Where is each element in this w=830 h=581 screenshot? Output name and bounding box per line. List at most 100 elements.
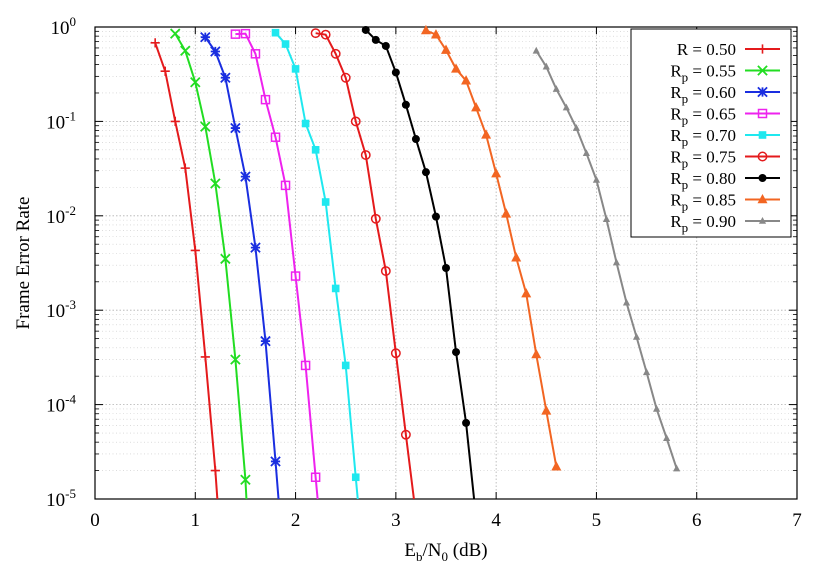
data-point-marker [532,46,540,54]
legend-entry-main: R [670,83,682,102]
legend-entry-value: = 0.70 [688,126,736,145]
data-point-marker [442,263,450,272]
data-point-marker [220,72,231,83]
x-tick-label: 6 [692,510,702,531]
data-point-marker [521,288,532,298]
legend-entry-label: Rp = 0.90 [670,212,736,235]
data-point-marker [551,461,562,471]
series-line [154,42,219,499]
data-point-marker [491,168,502,178]
legend-entry-label: R = 0.50 [677,40,736,59]
series-line [274,32,359,499]
legend-entry-value: = 0.75 [688,148,736,167]
data-point-marker [632,333,641,340]
data-point-marker [271,28,280,37]
data-point-marker [572,124,580,131]
y-tick-label: 10-1 [46,108,76,133]
legend-entry-subscript: p [682,134,689,149]
x-axis-label-sub2: 0 [442,549,449,564]
legend-entry-label: Rp = 0.70 [670,126,736,149]
legend-entry-label: Rp = 0.55 [670,62,736,85]
data-point-marker [160,66,170,76]
data-point-marker [481,129,492,139]
data-point-marker [757,44,768,54]
legend-entry-subscript: p [682,199,689,214]
y-tick-base: 10 [46,396,65,417]
data-point-marker [451,63,462,73]
y-tick-base: 10 [46,112,65,133]
legend-entry-value: = 0.50 [688,40,736,59]
data-point-marker [360,150,371,161]
legend-entry-subscript: p [682,70,689,85]
data-point-marker [471,102,482,112]
y-tick-label: 10-5 [46,486,76,511]
legend-entry-main: R [670,148,682,167]
legend-entry-main: R [677,40,689,59]
y-tick-label: 10-2 [46,203,76,228]
data-point-marker [582,149,590,157]
data-point-marker [757,108,768,119]
data-point-marker [270,132,281,142]
data-point-marker [291,65,300,73]
legend-entry-value: = 0.60 [688,83,736,102]
data-point-marker [501,208,512,218]
data-point-marker [758,174,767,182]
data-point-marker [200,31,211,43]
data-point-marker [301,119,310,128]
legend-entry-value: = 0.80 [688,169,736,188]
x-tick-label: 4 [491,510,501,531]
data-point-marker [381,41,390,50]
data-point-marker [180,45,191,57]
x-axis-label-base: E [404,540,416,561]
y-tick-base: 10 [51,18,70,39]
series-line [365,29,476,499]
legend-entry-subscript: p [682,220,689,235]
data-point-marker [673,464,681,472]
data-point-marker [290,271,301,281]
series-line [235,32,319,499]
y-tick-exponent: -4 [65,392,76,407]
data-point-marker [602,215,611,223]
data-point-marker [240,474,251,485]
x-tick-label: 3 [391,510,401,531]
legend-entry-value: = 0.65 [688,105,736,124]
data-point-marker [250,242,261,253]
legend-entry-subscript: p [682,113,689,128]
legend-entry-label: Rp = 0.85 [670,191,736,214]
legend-entry-label: Rp = 0.65 [670,105,736,128]
data-point-marker [310,472,321,482]
x-tick-label: 2 [291,510,301,531]
data-point-marker [260,335,271,347]
x-tick-label: 0 [90,510,100,531]
data-point-marker [642,368,651,376]
x-axis-label-tail: (dB) [448,540,488,561]
data-point-marker [340,72,351,83]
data-point-marker [240,171,251,182]
data-point-marker [200,121,211,132]
data-point-marker [220,253,231,265]
data-point-marker [431,212,440,221]
legend-entry-subscript: p [682,156,689,171]
data-point-marker [350,116,361,127]
data-point-marker [230,122,241,134]
legend-entry-main: R [670,169,682,188]
x-axis-label-sub1: b [416,549,423,564]
legend-entry-subscript: p [682,177,689,192]
y-tick-exponent: -2 [65,203,76,218]
data-point-marker [210,178,221,189]
x-tick-label: 5 [592,510,602,531]
y-tick-base: 10 [46,301,65,322]
legend-entry-main: R [670,126,682,145]
data-point-marker [351,473,360,482]
data-point-marker [281,40,290,48]
legend-entry-subscript: p [682,91,689,106]
markers-group [150,24,681,485]
legend-entry-main: R [670,105,682,124]
data-point-marker [430,29,441,39]
data-point-marker [391,68,400,77]
data-point-marker [452,348,461,357]
data-point-marker [311,146,320,154]
data-point-marker [230,29,241,39]
data-point-marker [420,24,431,35]
